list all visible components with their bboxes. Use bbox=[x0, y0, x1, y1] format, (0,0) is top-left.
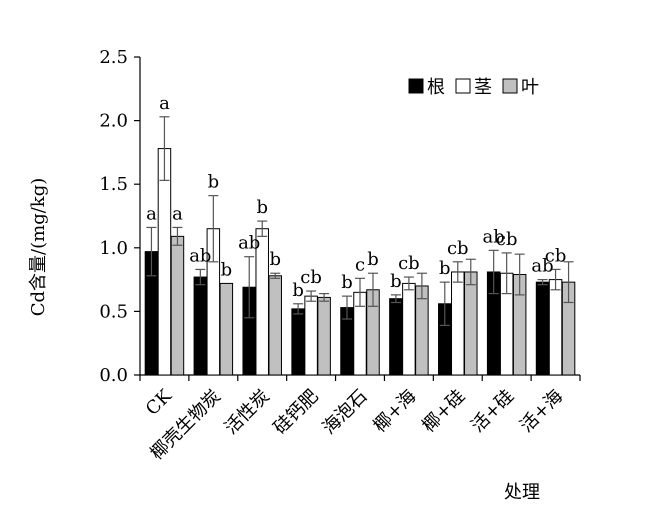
x-tick-label: 椰+硅 bbox=[418, 386, 469, 437]
bar-叶-椰壳生物炭 bbox=[219, 282, 234, 376]
x-tick-label: 活+海 bbox=[516, 386, 567, 437]
significance-letter: cb bbox=[398, 253, 420, 274]
significance-letter: b bbox=[390, 271, 402, 292]
significance-letter: a bbox=[159, 93, 170, 114]
error-bars bbox=[146, 116, 574, 326]
legend-swatch-叶 bbox=[502, 78, 518, 94]
significance-letter: b bbox=[292, 280, 304, 301]
y-tick-label: 0.5 bbox=[99, 301, 128, 322]
x-tick-label: 活+硅 bbox=[467, 386, 518, 437]
x-tick-label: 椰+海 bbox=[369, 386, 420, 437]
bar-叶-活性炭 bbox=[268, 275, 282, 376]
x-tick-label: CK bbox=[142, 385, 176, 419]
bar-叶-椰+海 bbox=[415, 285, 429, 376]
y-tick-label: 2.0 bbox=[99, 111, 128, 132]
x-tick-label: 海泡石 bbox=[319, 386, 372, 439]
bar-根-硅钙肥 bbox=[291, 308, 305, 376]
significance-letter: b bbox=[367, 249, 379, 270]
y-tick-label: 1.0 bbox=[99, 238, 128, 259]
x-tick-label: 硅钙肥 bbox=[270, 386, 323, 439]
legend: 根茎叶 bbox=[408, 77, 539, 98]
significance-letter: ab bbox=[483, 226, 505, 247]
significance-letter: b bbox=[221, 259, 233, 280]
bar-茎-CK bbox=[157, 148, 172, 376]
significance-letter: ab bbox=[238, 233, 260, 254]
legend-label: 叶 bbox=[521, 77, 539, 98]
significance-letter: b bbox=[256, 197, 268, 218]
bar-叶-CK bbox=[170, 235, 185, 376]
significance-letter: ab bbox=[531, 256, 553, 277]
significance-letter: b bbox=[439, 258, 451, 279]
bar-茎-椰+硅 bbox=[451, 271, 465, 376]
bars bbox=[144, 148, 576, 376]
y-tick-label: 1.5 bbox=[99, 174, 128, 195]
significance-letter: c bbox=[355, 254, 365, 275]
x-tick-label: 活性炭 bbox=[221, 386, 274, 439]
significance-letter: a bbox=[146, 203, 157, 224]
significance-letter: b bbox=[208, 172, 220, 193]
bar-茎-椰+海 bbox=[402, 282, 416, 376]
bar-根-活+海 bbox=[535, 281, 550, 376]
significance-letter: a bbox=[172, 203, 183, 224]
legend-label: 茎 bbox=[474, 77, 492, 98]
significance-letter: b bbox=[269, 249, 281, 270]
y-tick-label: 0.0 bbox=[99, 365, 128, 386]
y-tick-label: 2.5 bbox=[99, 47, 128, 68]
bar-茎-活+海 bbox=[548, 279, 563, 376]
significance-letter: cb bbox=[545, 245, 567, 266]
bar-根-椰+海 bbox=[389, 298, 403, 376]
x-axis-label: 处理 bbox=[504, 482, 540, 503]
legend-label: 根 bbox=[427, 77, 445, 98]
significance-letter: cb bbox=[300, 267, 322, 288]
significance-letter: ab bbox=[189, 245, 211, 266]
significance-letter: b bbox=[341, 272, 353, 293]
bar-根-椰壳生物炭 bbox=[193, 276, 208, 376]
bar-茎-硅钙肥 bbox=[304, 295, 318, 376]
legend-swatch-茎 bbox=[455, 78, 471, 94]
significance-letter: cb bbox=[496, 229, 518, 250]
bar-叶-椰+硅 bbox=[464, 271, 478, 376]
y-axis-label: Cd含量/(mg/kg) bbox=[28, 178, 49, 317]
bar-叶-硅钙肥 bbox=[317, 296, 331, 376]
significance-letter: cb bbox=[447, 238, 469, 259]
legend-swatch-根 bbox=[408, 78, 424, 94]
